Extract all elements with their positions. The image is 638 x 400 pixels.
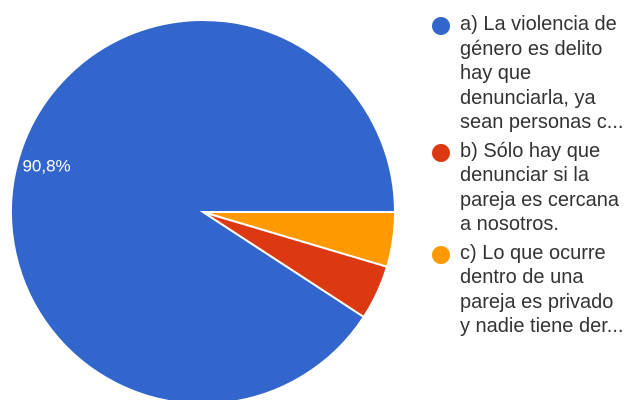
legend-label-a-line-5: sean personas c... bbox=[460, 111, 624, 133]
legend-label-c-line-3: pareja es privado bbox=[460, 290, 614, 313]
legend-swatch-c bbox=[432, 245, 450, 264]
legend-label-b-line-2: denunciar si la bbox=[460, 164, 589, 186]
legend-label-c-line-1: c) Lo que ocurre bbox=[460, 241, 606, 264]
pie-slice-c[interactable] bbox=[202, 211, 397, 268]
pie-slice-a[interactable] bbox=[10, 19, 397, 400]
legend-label-a-line-3: hay que bbox=[460, 62, 532, 84]
legend-label-b-line-3: pareja es cercana bbox=[460, 188, 619, 211]
legend-label-a-line-1: a) La violencia de bbox=[460, 13, 617, 35]
legend-swatch-a bbox=[432, 17, 450, 35]
legend-label-c-line-2: dentro de una bbox=[460, 266, 584, 288]
pie-value-label-a: 90,8% bbox=[22, 156, 70, 175]
pie-labels: 90,8% bbox=[22, 156, 70, 175]
legend-item-c[interactable]: c) Lo que ocurre dentro de una pareja es… bbox=[430, 241, 635, 339]
legend: a) La violencia de género es delito hay … bbox=[430, 12, 635, 343]
legend-label-b-line-1: b) Sólo hay que bbox=[460, 139, 601, 162]
legend-item-a[interactable]: a) La violencia de género es delito hay … bbox=[430, 12, 635, 135]
legend-label-a-line-2: género es delito bbox=[460, 37, 603, 60]
legend-label-c-line-4: y nadie tiene der... bbox=[460, 315, 624, 337]
legend-label-b-line-4: a nosotros. bbox=[460, 213, 559, 235]
legend-label-a-line-4: denunciarla, ya bbox=[460, 86, 596, 109]
pie-slices bbox=[10, 19, 397, 400]
legend-swatch-b bbox=[432, 143, 450, 162]
pie-chart: 90,8% bbox=[10, 19, 397, 400]
legend-item-b[interactable]: b) Sólo hay que denunciar si la pareja e… bbox=[430, 139, 635, 237]
